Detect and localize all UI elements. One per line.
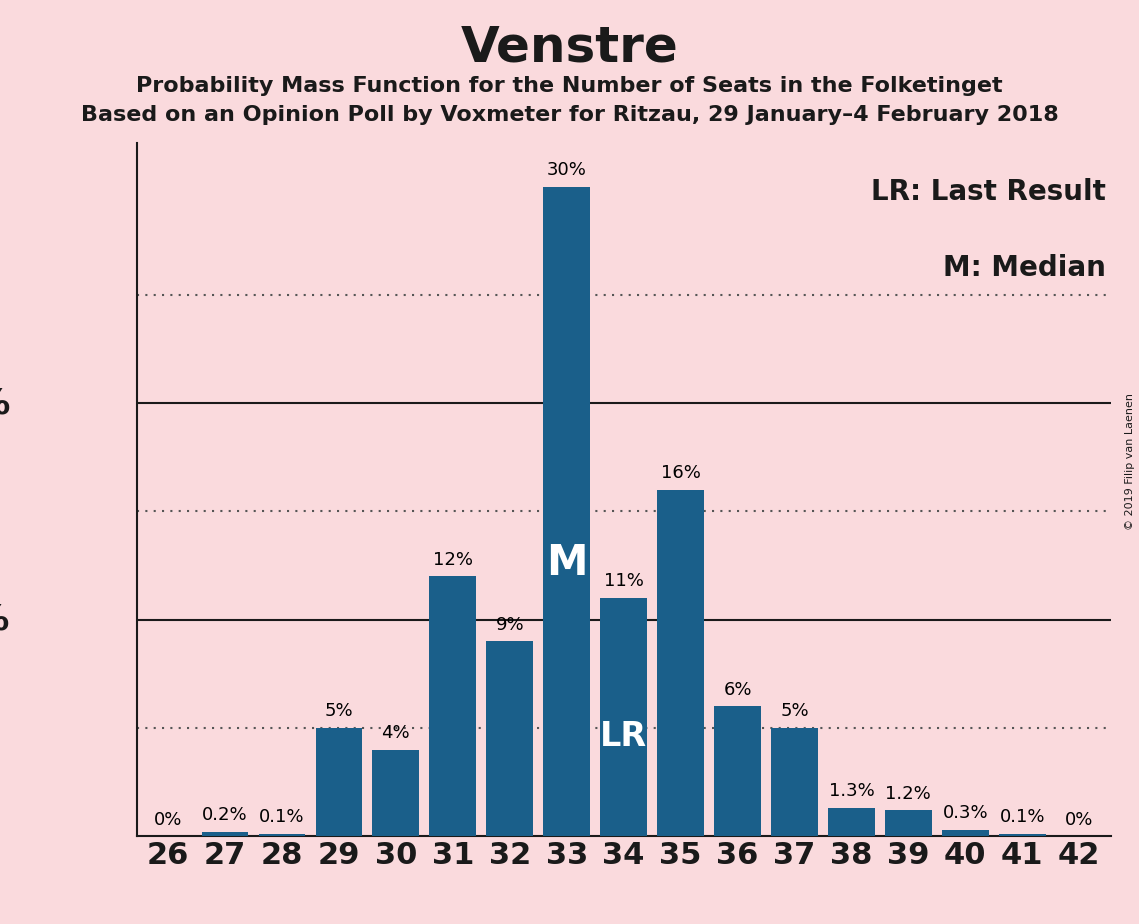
Text: 0%: 0% xyxy=(1065,810,1093,829)
Text: 16%: 16% xyxy=(661,464,700,482)
Text: 11%: 11% xyxy=(604,573,644,590)
Bar xyxy=(259,834,305,836)
Bar xyxy=(657,490,704,836)
Text: Probability Mass Function for the Number of Seats in the Folketinget: Probability Mass Function for the Number… xyxy=(137,76,1002,96)
Text: Based on an Opinion Poll by Voxmeter for Ritzau, 29 January–4 February 2018: Based on an Opinion Poll by Voxmeter for… xyxy=(81,105,1058,126)
Text: 30%: 30% xyxy=(547,161,587,179)
Text: 6%: 6% xyxy=(723,681,752,699)
Text: LR: Last Result: LR: Last Result xyxy=(871,177,1106,206)
Text: 1.3%: 1.3% xyxy=(828,783,875,800)
Text: LR: LR xyxy=(600,720,647,753)
Text: 0.3%: 0.3% xyxy=(942,804,989,822)
Text: © 2019 Filip van Laenen: © 2019 Filip van Laenen xyxy=(1125,394,1134,530)
Text: 12%: 12% xyxy=(433,551,473,569)
Bar xyxy=(600,598,647,836)
Bar xyxy=(486,641,533,836)
Bar xyxy=(942,830,989,836)
Text: Venstre: Venstre xyxy=(460,23,679,71)
Text: 4%: 4% xyxy=(382,724,410,742)
Text: M: M xyxy=(546,542,588,584)
Text: 5%: 5% xyxy=(325,702,353,721)
Bar xyxy=(316,728,362,836)
Bar xyxy=(999,834,1046,836)
Text: 5%: 5% xyxy=(780,702,809,721)
Text: M: Median: M: Median xyxy=(943,254,1106,282)
Bar xyxy=(429,577,476,836)
Text: 1.2%: 1.2% xyxy=(885,784,932,803)
Bar xyxy=(771,728,818,836)
Text: 20%: 20% xyxy=(0,386,10,420)
Text: 9%: 9% xyxy=(495,615,524,634)
Text: 10%: 10% xyxy=(0,602,10,637)
Text: 0.2%: 0.2% xyxy=(202,807,248,824)
Text: 0%: 0% xyxy=(154,810,182,829)
Bar xyxy=(543,187,590,836)
Bar xyxy=(202,832,248,836)
Bar xyxy=(714,706,761,836)
Bar xyxy=(828,808,875,836)
Bar xyxy=(372,749,419,836)
Text: 0.1%: 0.1% xyxy=(260,808,304,826)
Text: 0.1%: 0.1% xyxy=(1000,808,1044,826)
Bar xyxy=(885,810,932,836)
